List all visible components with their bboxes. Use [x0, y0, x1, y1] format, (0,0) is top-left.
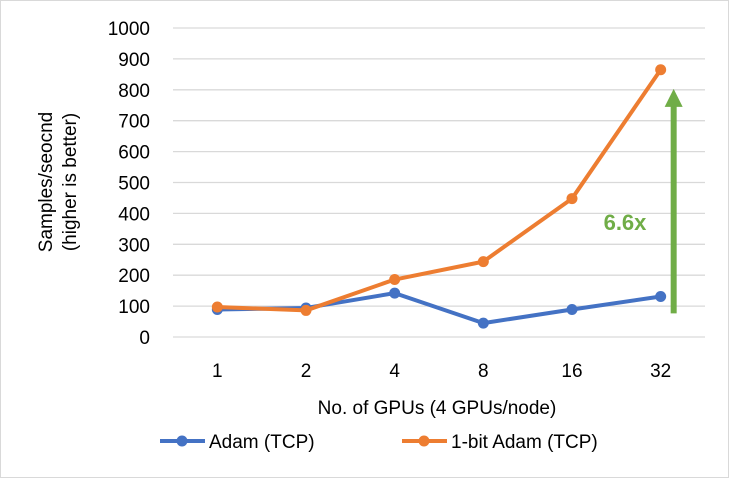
y-tick-label: 0	[139, 328, 150, 349]
x-tick-label: 16	[561, 361, 582, 382]
x-tick-label: 1	[212, 361, 223, 382]
y-tick-label: 200	[118, 266, 150, 287]
x-tick-label: 8	[478, 361, 489, 382]
data-point	[655, 291, 667, 303]
y-axis-title-line: Samples/seocnd	[36, 112, 57, 252]
data-point	[477, 256, 489, 268]
x-tick-label: 2	[301, 361, 312, 382]
data-point	[300, 304, 312, 316]
arrow-head	[664, 88, 683, 107]
data-point	[566, 193, 578, 205]
y-tick-label: 600	[118, 143, 150, 164]
y-tick-label: 400	[118, 204, 150, 225]
data-point	[655, 64, 667, 76]
data-point	[389, 274, 401, 286]
y-axis-title-line: (higher is better)	[60, 113, 81, 251]
y-axis-title: Samples/seocnd (higher is better)	[36, 112, 81, 252]
legend-label: 1-bit Adam (TCP)	[451, 432, 598, 453]
annotation-label: 6.6x	[604, 210, 648, 235]
y-tick-label: 800	[118, 81, 150, 102]
data-point	[477, 317, 489, 329]
x-axis-title: No. of GPUs (4 GPUs/node)	[318, 398, 557, 419]
y-tick-label: 900	[118, 50, 150, 71]
x-tick-label: 32	[650, 361, 671, 382]
legend-marker	[418, 435, 430, 447]
data-point	[566, 303, 578, 315]
x-tick-label: 4	[389, 361, 400, 382]
legend-label: Adam (TCP)	[209, 432, 315, 453]
y-tick-label: 1000	[108, 19, 150, 40]
series-line-1	[217, 68, 663, 313]
y-tick-label: 700	[118, 112, 150, 133]
y-tick-label: 300	[118, 235, 150, 256]
data-point	[389, 287, 401, 299]
y-tick-label: 100	[118, 297, 150, 318]
data-point	[211, 301, 223, 313]
y-tick-label: 500	[118, 174, 150, 195]
legend-marker	[176, 435, 188, 447]
